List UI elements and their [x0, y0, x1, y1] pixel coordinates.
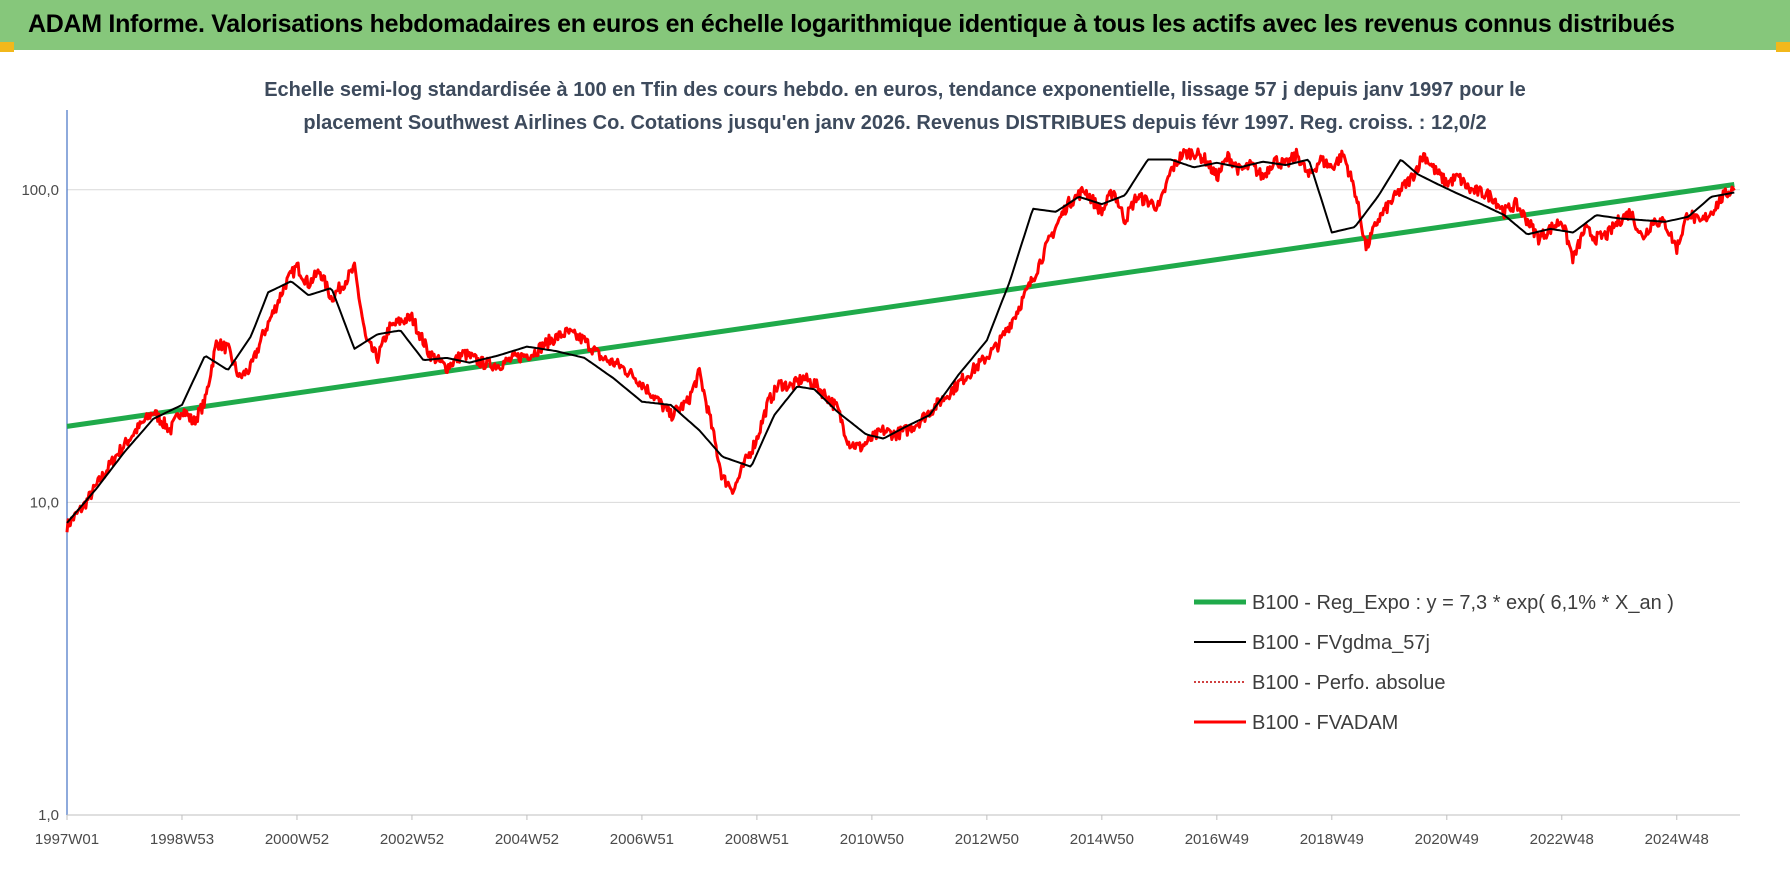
- x-tick-label: 2006W51: [610, 831, 674, 848]
- x-tick-label: 2004W52: [495, 831, 559, 848]
- x-tick-label: 2000W52: [265, 831, 329, 848]
- y-tick-label: 1,0: [38, 807, 59, 824]
- x-tick-label: 2002W52: [380, 831, 444, 848]
- header-banner: ADAM Informe. Valorisations hebdomadaire…: [0, 0, 1790, 50]
- legend-label: B100 - FVADAM: [1252, 712, 1398, 734]
- legend-label: B100 - Perfo. absolue: [1252, 672, 1445, 694]
- series-line-raw: [65, 147, 1736, 533]
- legend-label: B100 - Reg_Expo : y = 7,3 * exp( 6,1% * …: [1252, 592, 1674, 614]
- x-tick-label: 2022W48: [1530, 831, 1594, 848]
- x-tick-label: 2016W49: [1185, 831, 1249, 848]
- series-line-regression: [66, 182, 1735, 429]
- legend-label: B100 - FVgdma_57j: [1252, 632, 1430, 654]
- x-tick-label: 1997W01: [35, 831, 99, 848]
- grid-lines: [67, 189, 1740, 816]
- legend: B100 - Reg_Expo : y = 7,3 * exp( 6,1% * …: [1194, 592, 1674, 734]
- x-tick-label: 2014W50: [1070, 831, 1134, 848]
- x-tick-label: 1998W53: [150, 831, 214, 848]
- y-tick-label: 10,0: [30, 494, 59, 511]
- chart-subtitle-line-2: placement Southwest Airlines Co. Cotatio…: [303, 112, 1487, 134]
- x-tick-label: 2020W49: [1415, 831, 1479, 848]
- x-tick-label: 2012W50: [955, 831, 1019, 848]
- y-tick-label: 100,0: [21, 182, 59, 199]
- x-tick-label: 2024W48: [1645, 831, 1709, 848]
- x-tick-label: 2018W49: [1300, 831, 1364, 848]
- chart-subtitle: Echelle semi-log standardisée à 100 en T…: [170, 74, 1620, 140]
- corner-accent-right: [1776, 42, 1790, 52]
- data-series: [65, 147, 1736, 533]
- axes: 1,0 10,0 100,0 1997W01 1998W53 2000W52 2002W52…: [21, 110, 1740, 848]
- chart-subtitle-line-1: Echelle semi-log standardisée à 100 en T…: [264, 79, 1526, 101]
- series-line-smooth: [66, 158, 1735, 524]
- x-tick-label: 2010W50: [840, 831, 904, 848]
- x-tick-label: 2008W51: [725, 831, 789, 848]
- corner-accent-left: [0, 42, 14, 52]
- page-title: ADAM Informe. Valorisations hebdomadaire…: [28, 10, 1675, 38]
